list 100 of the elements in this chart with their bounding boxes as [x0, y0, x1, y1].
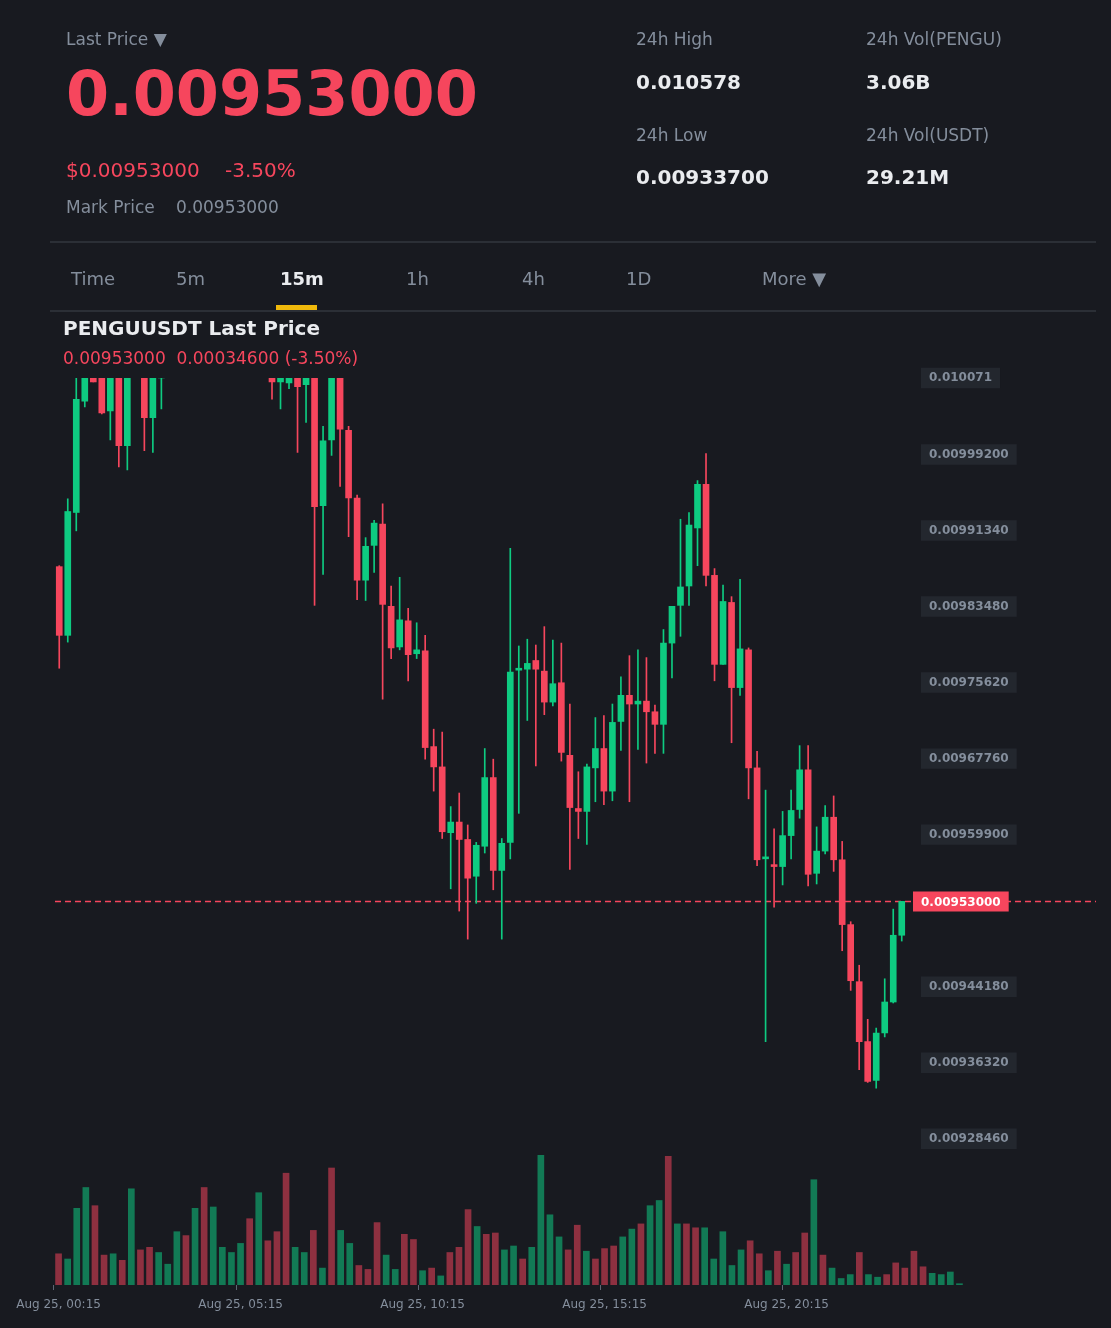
bar	[282, 1172, 290, 1285]
bar	[100, 1254, 108, 1285]
bar	[892, 1262, 900, 1285]
bar	[118, 1259, 126, 1285]
bar	[919, 1266, 927, 1285]
bar	[446, 1252, 454, 1285]
text: 24h Low	[636, 125, 708, 145]
bar	[455, 1246, 463, 1285]
text: Mark Price	[66, 197, 155, 217]
bar	[255, 1192, 263, 1285]
bar	[573, 1224, 581, 1285]
bar	[464, 1209, 472, 1285]
y-tick-label: 0.00936320	[929, 1054, 1009, 1069]
bar	[237, 1243, 244, 1285]
y-tick-label: 0.00944180	[929, 978, 1009, 993]
bar	[928, 1272, 936, 1285]
chart-title: PENGUUSDT Last Price	[63, 316, 321, 340]
bar	[173, 1231, 181, 1285]
bar	[865, 1274, 872, 1285]
bar	[619, 1236, 627, 1285]
bar	[364, 1269, 372, 1285]
y-tick-label: 0.00928460	[929, 1130, 1009, 1145]
bar	[719, 1231, 727, 1285]
y-tick-label: 0.00983480	[929, 598, 1009, 613]
y-tick-label: 0.00999200	[929, 446, 1009, 461]
bar	[164, 1263, 172, 1285]
bar	[783, 1263, 790, 1285]
text: 0.00953000	[66, 57, 478, 130]
x-tick-label: Aug 25, 10:15	[380, 1297, 465, 1312]
bar	[774, 1250, 781, 1285]
bar	[319, 1267, 326, 1285]
bar	[473, 1226, 481, 1285]
text: 24h Vol(PENGU)	[866, 29, 1002, 49]
bar	[200, 1187, 208, 1285]
bar	[501, 1249, 508, 1285]
candlestick	[413, 622, 421, 659]
bar	[146, 1246, 153, 1285]
text: 5m	[176, 268, 205, 289]
candlestick	[523, 638, 531, 721]
bar	[628, 1228, 636, 1285]
bar	[228, 1252, 235, 1285]
y-tick-label: 0.00975620	[929, 674, 1009, 689]
bar	[300, 1252, 308, 1285]
y-tick-label: 0.00967760	[929, 750, 1009, 765]
bar	[947, 1271, 954, 1285]
text: -3.50%	[225, 158, 296, 182]
candlestick	[447, 806, 455, 890]
bar	[310, 1230, 317, 1285]
bar	[846, 1274, 854, 1285]
text: 4h	[522, 268, 545, 289]
y-tick-label: 0.00959900	[929, 826, 1009, 841]
text: Last Price ▼	[66, 29, 167, 49]
text: 15m	[280, 268, 324, 289]
text: $0.00953000	[66, 158, 200, 182]
bar	[819, 1254, 827, 1285]
bar	[73, 1207, 81, 1285]
bar	[291, 1246, 299, 1285]
text: 0.00953000	[176, 197, 279, 217]
bar	[810, 1179, 818, 1285]
bar	[664, 1155, 672, 1285]
bar	[746, 1240, 754, 1285]
bar	[209, 1206, 217, 1285]
bar	[382, 1254, 390, 1285]
bar	[182, 1235, 190, 1285]
bar	[109, 1253, 117, 1285]
text: 24h Vol(USDT)	[866, 125, 990, 145]
bar	[91, 1205, 99, 1285]
bar	[410, 1239, 417, 1285]
y-tick-label: 0.010071	[929, 370, 993, 385]
bar	[191, 1207, 199, 1285]
bar	[428, 1267, 435, 1285]
bar	[246, 1218, 253, 1285]
text: 1h	[406, 268, 429, 289]
bar	[437, 1275, 445, 1285]
bar	[728, 1265, 736, 1285]
bar	[391, 1269, 399, 1285]
bar	[219, 1246, 226, 1285]
bar	[801, 1232, 809, 1285]
bar	[64, 1258, 71, 1285]
bar	[155, 1252, 162, 1285]
text: 1D	[626, 268, 652, 289]
bar	[592, 1258, 599, 1285]
bar	[583, 1250, 590, 1285]
bar	[765, 1270, 772, 1285]
bar	[264, 1240, 272, 1285]
bar	[55, 1253, 62, 1285]
bar	[328, 1167, 335, 1285]
bar	[492, 1232, 499, 1285]
bar	[874, 1276, 881, 1285]
text: 0.010578	[636, 70, 742, 94]
bar	[601, 1248, 608, 1285]
text: 0.00933700	[636, 165, 769, 189]
bar	[137, 1249, 144, 1285]
bar	[537, 1155, 545, 1285]
bar	[510, 1245, 517, 1285]
bar	[519, 1258, 526, 1285]
bar	[346, 1243, 354, 1285]
bar	[482, 1233, 490, 1285]
bar	[792, 1252, 799, 1285]
bar	[692, 1227, 699, 1285]
